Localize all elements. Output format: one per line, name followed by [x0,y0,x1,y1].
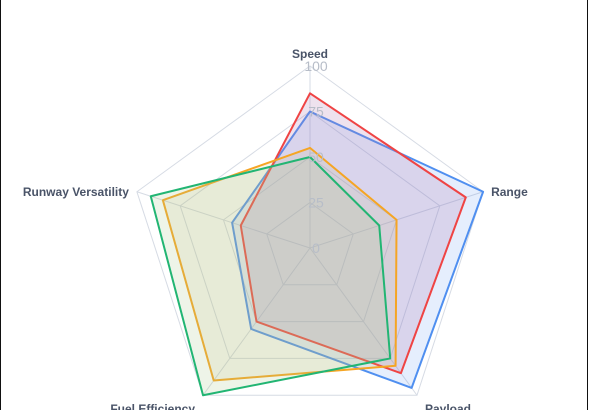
grid-ring-25 [266,201,354,286]
axis-label-runway-versatility: Runway Versatility [23,185,129,199]
radar-tick-labels: 0 25 50 75 100 [304,58,328,256]
series-1-area [239,92,467,375]
series-2-area [161,146,398,382]
grid-ring-100 [136,65,484,396]
tick-label-100: 100 [304,58,328,74]
tick-label-75: 75 [308,104,324,120]
tick-label-50: 50 [308,149,324,165]
radar-series [149,92,485,397]
grid-ring-50 [222,156,398,323]
axis-label-fuel-efficiency: Fuel Efficiency [110,402,195,410]
radar-axis-labels: Speed Range Payload Fuel Efficiency Runway V… [23,47,528,410]
grid-ring-75 [179,110,441,359]
axis-label-range: Range [491,185,528,199]
tick-label-0: 0 [312,240,320,256]
axis-label-payload: Payload [425,402,471,410]
tick-label-25: 25 [308,195,324,211]
grid-spoke-2 [309,247,418,396]
series-3-area [149,156,392,397]
grid-spoke-4 [136,191,311,249]
axis-label-speed: Speed [292,47,328,61]
